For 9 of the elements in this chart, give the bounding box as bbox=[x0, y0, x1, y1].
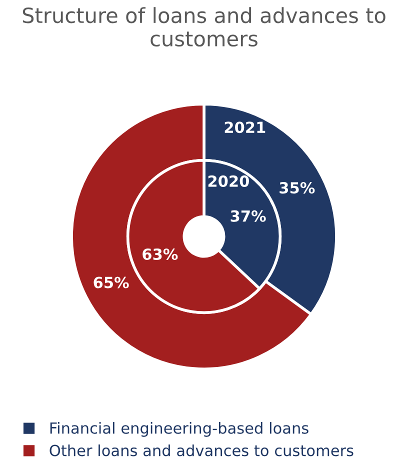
legend-label: Financial engineering-based loans bbox=[50, 422, 308, 437]
data-label: 37% bbox=[230, 210, 266, 222]
data-label: 35% bbox=[280, 182, 315, 194]
legend-label: Other loans and advances to customers bbox=[50, 444, 354, 456]
slice-label: 2021 bbox=[224, 122, 266, 134]
slice-label: 2020 bbox=[208, 175, 249, 187]
data-label: 63% bbox=[142, 248, 178, 260]
data-label: 65% bbox=[94, 276, 129, 288]
chart-title: Structure of loans and advances to customers bbox=[22, 7, 386, 47]
